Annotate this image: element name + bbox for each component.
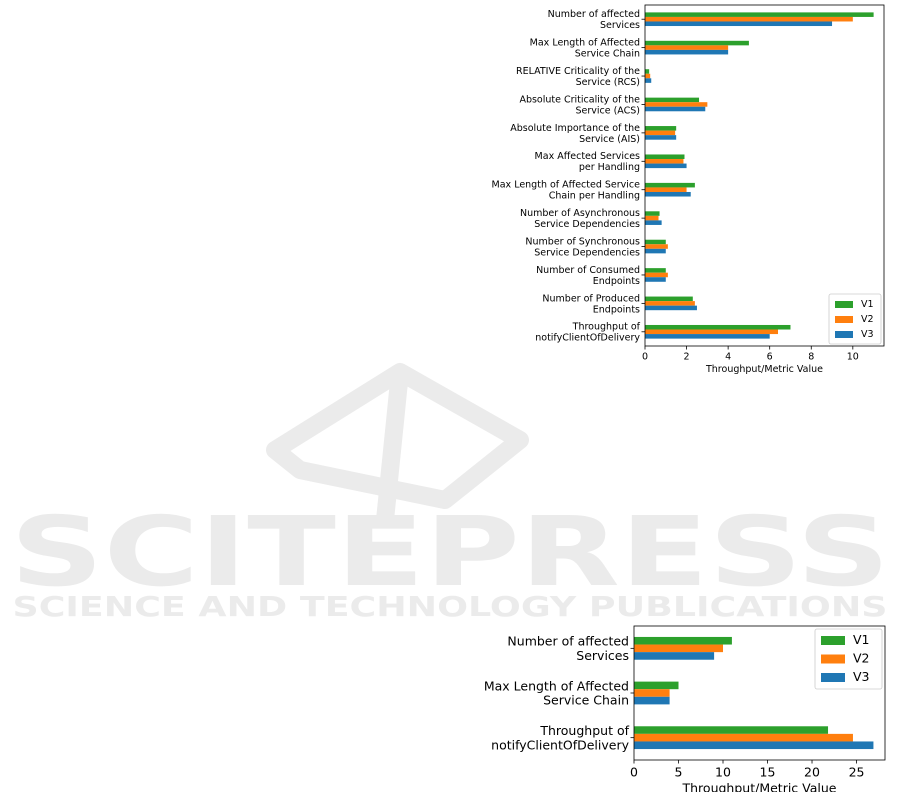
x-tick-label-3: 6	[767, 352, 773, 363]
x-tick-label-0: 0	[630, 765, 638, 780]
bar-v2-10	[645, 301, 695, 306]
bar-v3-11	[645, 334, 770, 339]
y-tick-label-1: Max Length of Affected Service Chain	[530, 38, 640, 60]
y-tick-label-2: Throughput of notifyClientOfDelivery	[491, 723, 629, 752]
bar-v1-6	[645, 182, 695, 188]
x-tick-label-4: 20	[804, 765, 820, 780]
bar-v2-9	[645, 272, 668, 278]
legend-label-v2: V2	[853, 651, 870, 666]
x-axis-label: Throughput/Metric Value	[682, 780, 837, 792]
bar-v2-7	[645, 215, 659, 221]
bar-v1-8	[645, 239, 666, 245]
legend-swatch-v1	[821, 636, 845, 645]
legend-label-v3: V3	[861, 329, 874, 340]
bar-v2-2	[634, 733, 853, 742]
x-tick-label-0: 0	[642, 352, 648, 363]
bar-v2-8	[645, 244, 668, 249]
legend-swatch-v3	[835, 331, 853, 338]
bar-v3-9	[645, 277, 666, 282]
bar-v3-2	[634, 741, 874, 750]
legend-label-v2: V2	[861, 314, 874, 325]
bar-v2-0	[645, 16, 853, 22]
bar-v3-2	[645, 78, 652, 83]
bar-v2-6	[645, 187, 687, 192]
legend-label-v3: V3	[853, 669, 870, 684]
bar-v3-10	[645, 305, 697, 311]
bar-v1-3	[645, 97, 700, 103]
y-tick-label-11: Throughput of notifyClientOfDelivery	[535, 322, 640, 344]
y-tick-label-0: Number of affected Services	[507, 634, 629, 663]
x-tick-label-3: 15	[760, 765, 776, 780]
bar-v3-3	[645, 106, 706, 112]
bar-v1-9	[645, 268, 666, 273]
bar-v2-0	[634, 644, 724, 653]
bar-v3-0	[645, 21, 833, 27]
watermark-book-logo	[266, 363, 529, 521]
bar-v1-11	[645, 324, 791, 330]
legend-swatch-v2	[835, 316, 853, 323]
x-tick-label-2: 10	[715, 765, 731, 780]
y-tick-label-3: Absolute Criticality of the Service (ACS)	[519, 94, 640, 116]
legend-swatch-v3	[821, 673, 845, 682]
bar-v2-1	[645, 45, 729, 50]
bar-v3-6	[645, 191, 691, 197]
bar-v1-2	[634, 726, 829, 734]
chart-top: Number of affected Services Max Length of …	[492, 4, 885, 375]
bar-v2-5	[645, 159, 684, 164]
y-tick-label-5: Max Affected Services per Handling	[535, 151, 641, 173]
bar-v3-1	[645, 49, 729, 55]
x-tick-label-5: 10	[847, 352, 859, 363]
bar-v1-10	[645, 296, 693, 302]
bar-v2-2	[645, 73, 651, 79]
y-tick-label-6: Max Length of Affected Service Chain per …	[492, 180, 641, 202]
watermark-layer: SCITEPRESS SCIENCE AND TECHNOLOGY PUBLIC…	[10, 363, 890, 623]
x-axis-label: Throughput/Metric Value	[705, 364, 823, 375]
y-tick-label-10: Number of Produced Endpoints	[542, 293, 640, 315]
bar-v1-2	[645, 69, 650, 74]
bar-v2-1	[634, 689, 670, 697]
bar-v3-8	[645, 248, 666, 254]
y-tick-label-9: Number of Consumed Endpoints	[536, 265, 640, 287]
bar-v2-11	[645, 329, 779, 335]
legend-swatch-v2	[821, 654, 845, 664]
x-tick-label-2: 4	[725, 352, 731, 363]
bar-v1-1	[634, 681, 679, 690]
bar-v3-5	[645, 163, 687, 169]
plot-frame	[644, 4, 885, 347]
bar-v1-0	[634, 636, 732, 645]
bar-v1-5	[645, 154, 685, 160]
legend-label-v1: V1	[853, 632, 870, 647]
bar-v1-4	[645, 126, 677, 131]
x-tick-label-5: 25	[849, 765, 865, 780]
y-tick-label-4: Absolute Importance of the Service (AIS)	[510, 123, 640, 145]
y-tick-label-8: Number of Synchronous Service Dependencie…	[525, 236, 640, 258]
y-tick-label-0: Number of affected Services	[548, 9, 640, 31]
bar-v3-7	[645, 220, 662, 225]
legend-label-v1: V1	[861, 299, 874, 310]
y-tick-label-7: Number of Asynchronous Service Dependenci…	[520, 208, 640, 230]
bar-v3-4	[645, 135, 677, 140]
y-tick-label-1: Max Length of Affected Service Chain	[484, 678, 629, 707]
bar-v1-7	[645, 211, 660, 216]
legend-swatch-v1	[835, 301, 853, 308]
bar-v2-4	[645, 130, 676, 136]
x-tick-label-1: 2	[684, 352, 690, 363]
bar-v2-3	[645, 102, 708, 107]
bar-v3-1	[634, 696, 670, 705]
bar-v3-0	[634, 652, 715, 660]
plot-frame	[633, 625, 886, 761]
x-tick-label-4: 8	[808, 352, 814, 363]
bar-v1-1	[645, 40, 749, 46]
bar-v1-0	[645, 12, 874, 17]
y-tick-label-2: RELATIVE Criticality of the Service (RCS)	[516, 66, 640, 88]
x-tick-label-1: 5	[675, 765, 683, 780]
watermark-subtitle: SCIENCE AND TECHNOLOGY PUBLICATIONS	[13, 590, 888, 623]
watermark-title: SCITEPRESS	[10, 496, 890, 608]
chart-bottom: Number of affected Services Max Length of …	[484, 625, 886, 792]
